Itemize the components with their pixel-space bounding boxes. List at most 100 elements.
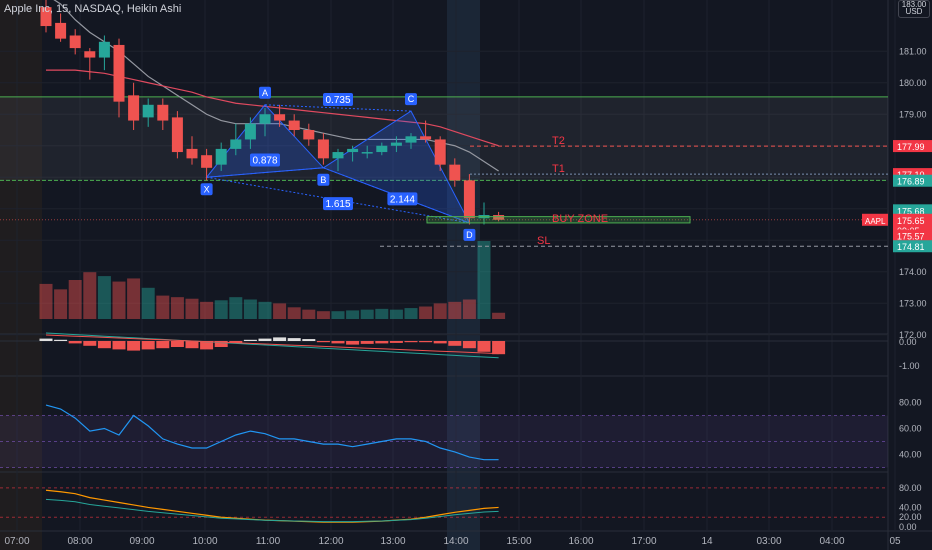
volume-bar bbox=[185, 298, 199, 319]
price-tag-range-bottom: 176.89 bbox=[897, 177, 925, 187]
macd-histogram-bar bbox=[375, 341, 389, 344]
price-tag-low: 175.57 bbox=[897, 232, 925, 242]
time-axis-label: 14:00 bbox=[443, 536, 468, 547]
candle-body bbox=[376, 145, 388, 153]
macd-histogram-bar bbox=[229, 341, 243, 344]
volume-bar bbox=[243, 299, 257, 319]
symbol-tag-bg bbox=[862, 213, 888, 226]
price-tag-high: 175.68 bbox=[897, 206, 925, 216]
chart-title: Apple Inc, 15, NASDAQ, Heikin Ashi bbox=[4, 3, 182, 15]
macd-histogram-bar bbox=[156, 341, 170, 349]
stoch-axis-label: 20.00 bbox=[899, 512, 922, 522]
volume-bar bbox=[54, 289, 68, 319]
pattern-ratio-label: 1.615 bbox=[325, 199, 350, 210]
macd-histogram-bar bbox=[492, 341, 506, 355]
candle-body bbox=[259, 114, 271, 124]
price-axis-label: 180.00 bbox=[899, 78, 927, 88]
volume-bar bbox=[97, 276, 111, 319]
candle-body bbox=[128, 95, 140, 121]
macd-histogram-bar bbox=[462, 341, 476, 349]
volume-bar bbox=[214, 300, 228, 319]
time-axis-label: 08:00 bbox=[67, 536, 92, 547]
macd-histogram-bar bbox=[287, 338, 301, 341]
currency-badge[interactable]: 183.00 USD bbox=[898, 0, 930, 18]
volume-bar bbox=[316, 311, 330, 319]
volume-bar bbox=[170, 297, 184, 319]
candle-body bbox=[230, 139, 242, 149]
pattern-point-label: X bbox=[204, 184, 210, 194]
volume-bar bbox=[331, 311, 345, 319]
time-axis-label: 15:00 bbox=[506, 536, 531, 547]
candle-body bbox=[113, 44, 125, 102]
rsi-line bbox=[45, 404, 499, 461]
macd-histogram-bar bbox=[141, 341, 155, 350]
macd-histogram-bar bbox=[448, 341, 462, 346]
macd-histogram-bar bbox=[433, 341, 447, 344]
macd-histogram-bar bbox=[316, 341, 330, 343]
candle-body bbox=[347, 148, 359, 153]
price-tag-last: 175.65 bbox=[897, 216, 925, 226]
candle-body bbox=[274, 114, 286, 121]
pattern-ratio-label: 0.735 bbox=[325, 95, 350, 106]
macd-histogram-bar bbox=[54, 339, 68, 341]
price-tag-sl-bg bbox=[893, 240, 932, 253]
time-axis-label: 03:00 bbox=[756, 536, 781, 547]
pattern-ratio-badge bbox=[250, 153, 280, 167]
macd-histogram-bar bbox=[200, 341, 214, 350]
pattern-point-badge bbox=[317, 173, 330, 186]
stoch-axis-label: 80.00 bbox=[899, 483, 922, 493]
candle-body bbox=[332, 152, 344, 159]
macd-histogram-bar bbox=[346, 341, 360, 345]
pattern-ratio-badge bbox=[323, 92, 353, 106]
candle-body bbox=[463, 180, 475, 219]
time-axis-label: 16:00 bbox=[568, 536, 593, 547]
volume-bar bbox=[389, 309, 403, 319]
price-axis-label: 181.00 bbox=[899, 46, 927, 56]
time-axis-label: 05 bbox=[889, 536, 901, 547]
volume-bar bbox=[346, 310, 360, 319]
candle-body bbox=[420, 136, 432, 140]
candle-body bbox=[186, 148, 198, 159]
volume-bar bbox=[448, 301, 462, 319]
time-axis-label: 10:00 bbox=[192, 536, 217, 547]
candle-body bbox=[40, 7, 52, 27]
time-axis-label: 11:00 bbox=[256, 536, 281, 547]
volume-bar bbox=[433, 303, 447, 319]
time-axis-label: 14 bbox=[701, 536, 713, 547]
macd-histogram-bar bbox=[404, 341, 418, 343]
volume-bar bbox=[39, 283, 53, 319]
pattern-ratio-badge bbox=[387, 192, 418, 206]
price-tag-range-bottom-bg bbox=[893, 174, 932, 187]
price-tag-t2: 177.99 bbox=[897, 142, 925, 152]
candle-body bbox=[244, 123, 256, 140]
volume-bar bbox=[375, 308, 389, 319]
buy-zone-box bbox=[426, 216, 691, 224]
rsi-axis-label: 80.00 bbox=[899, 398, 922, 408]
pattern-point-badge bbox=[405, 93, 417, 106]
pattern-point-badge bbox=[463, 228, 476, 241]
time-axis-label: 17:00 bbox=[631, 536, 656, 547]
candle-body bbox=[215, 148, 227, 165]
price-axis-label: 179.00 bbox=[899, 109, 927, 119]
volume-bar bbox=[112, 281, 126, 319]
candle-body bbox=[98, 41, 110, 58]
candle-body bbox=[69, 35, 81, 49]
level-sl-label: SL bbox=[537, 235, 550, 247]
volume-bar bbox=[141, 287, 155, 319]
pattern-ratio-badge bbox=[323, 197, 353, 211]
macd-axis-label: 0.00 bbox=[899, 337, 917, 347]
volume-bar bbox=[477, 241, 491, 319]
premarket-shade bbox=[0, 0, 42, 550]
volume-bar bbox=[419, 306, 433, 319]
macd-histogram-bar bbox=[170, 341, 184, 347]
pattern-point-label: C bbox=[408, 94, 415, 104]
time-axis-label: 12:00 bbox=[318, 536, 343, 547]
candle-body bbox=[405, 136, 417, 143]
macd-histogram-bar bbox=[112, 341, 126, 350]
rsi-axis-label: 40.00 bbox=[899, 450, 922, 460]
candle-body bbox=[317, 139, 329, 159]
macd-histogram-bar bbox=[127, 341, 141, 351]
volume-bar bbox=[492, 312, 506, 319]
macd-signal-line bbox=[45, 334, 499, 355]
pattern-dashed-xb bbox=[206, 167, 324, 178]
